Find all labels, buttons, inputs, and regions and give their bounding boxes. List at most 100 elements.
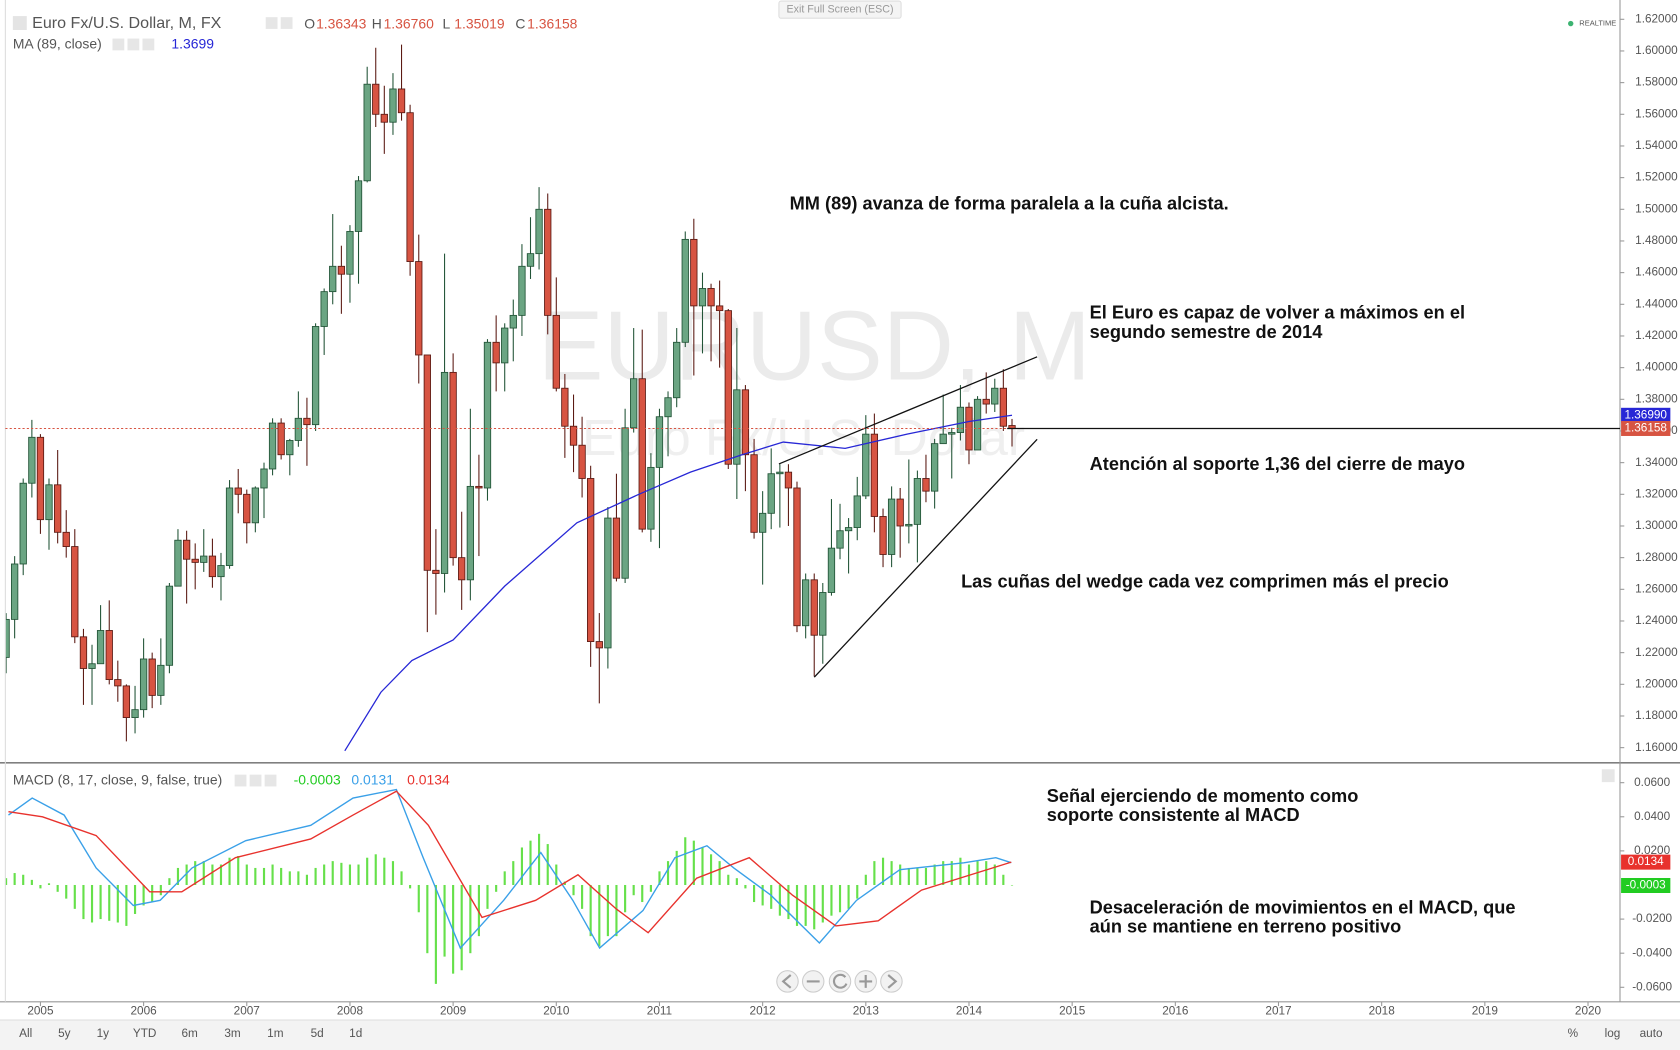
y-tick-label: 1.22000 xyxy=(1635,646,1678,659)
candle-body xyxy=(432,569,440,574)
ohlc-key: O xyxy=(304,15,315,31)
histogram-bar xyxy=(245,864,248,885)
histogram-bar xyxy=(357,864,360,885)
histogram-bar xyxy=(383,857,386,885)
candle-body xyxy=(638,378,646,530)
histogram-bar xyxy=(1010,884,1014,886)
x-tick-label: 2007 xyxy=(234,1005,260,1018)
x-tick-label: 2013 xyxy=(853,1005,880,1018)
legend-icon[interactable] xyxy=(280,17,293,29)
candle-body xyxy=(802,579,810,627)
ohlc-value: 1.35019 xyxy=(454,15,505,31)
pane-button[interactable] xyxy=(1601,769,1615,783)
candle-body xyxy=(372,83,380,115)
candle-body xyxy=(182,539,191,560)
candle-body xyxy=(784,471,793,489)
ma-legend: MA (89, close) xyxy=(13,36,102,52)
range-button[interactable]: 3m xyxy=(224,1027,241,1040)
x-tick-label: 2015 xyxy=(1059,1005,1086,1018)
candle-body xyxy=(544,208,552,316)
histogram-bar xyxy=(890,861,893,885)
histogram-bar xyxy=(374,854,377,885)
watermark: EURUSD, M xyxy=(538,291,1091,401)
candle-body xyxy=(621,427,629,579)
range-button[interactable]: All xyxy=(19,1027,32,1040)
ma-badge xyxy=(1621,407,1671,423)
candle-body xyxy=(827,547,836,593)
x-tick-label: 2011 xyxy=(647,1005,672,1018)
x-tick-label: 2006 xyxy=(131,1005,158,1018)
candle-body xyxy=(492,341,500,364)
candle-body xyxy=(483,341,492,489)
histogram-bar xyxy=(916,867,919,885)
macd-legend: MACD (8, 17, close, 9, false, true) xyxy=(13,772,222,788)
histogram-bar xyxy=(675,850,678,885)
annotation: aún se mantiene en terreno positivo xyxy=(1090,917,1402,937)
candle-body xyxy=(423,354,431,571)
range-button[interactable]: 1d xyxy=(349,1027,362,1040)
x-tick-label: 2014 xyxy=(956,1005,983,1018)
candle-body xyxy=(88,663,96,669)
candle-body xyxy=(741,389,750,456)
x-tick-label: 2017 xyxy=(1265,1005,1291,1018)
legend-icon[interactable] xyxy=(112,38,125,51)
y-tick-label: 1.58000 xyxy=(1635,76,1678,89)
candle-body xyxy=(122,685,131,719)
candle-body xyxy=(200,555,208,563)
histogram-bar xyxy=(434,884,437,984)
histogram-bar xyxy=(864,874,867,885)
scale-button[interactable]: % xyxy=(1568,1027,1579,1040)
range-button[interactable]: 1m xyxy=(267,1027,284,1040)
legend-icon[interactable] xyxy=(127,38,140,51)
candle-body xyxy=(561,387,569,427)
histogram-bar xyxy=(30,879,33,885)
range-button[interactable]: 1y xyxy=(97,1027,110,1040)
candle-body xyxy=(913,478,922,525)
range-button[interactable]: YTD xyxy=(133,1027,157,1040)
histogram-bar xyxy=(744,884,747,889)
candle-body xyxy=(475,485,483,489)
histogram-bar xyxy=(821,884,824,923)
legend-icon[interactable] xyxy=(249,774,262,787)
candle-body xyxy=(587,478,595,642)
candle-body xyxy=(819,592,827,636)
candle-body xyxy=(612,517,621,579)
annotation: Desaceleración de movimientos en el MACD… xyxy=(1090,897,1516,917)
candle-body xyxy=(673,341,681,399)
legend-icon[interactable] xyxy=(142,38,155,51)
range-button[interactable]: 5y xyxy=(58,1027,71,1040)
exit-button[interactable] xyxy=(778,0,902,19)
symbol-icon xyxy=(12,16,27,30)
candle-body xyxy=(707,288,715,307)
candle-body xyxy=(440,371,449,574)
candle-body xyxy=(79,636,88,669)
histogram-bar xyxy=(830,884,833,916)
nav-left[interactable] xyxy=(776,970,799,993)
histogram-bar xyxy=(262,867,266,885)
histogram-bar xyxy=(176,867,180,885)
range-button[interactable]: 6m xyxy=(181,1027,198,1040)
histogram-bar xyxy=(348,864,352,885)
legend-icon[interactable] xyxy=(234,774,247,787)
histogram-bar xyxy=(985,861,988,885)
candle-body xyxy=(862,433,870,497)
exit-button-label[interactable]: Exit Full Screen (ESC) xyxy=(786,3,893,15)
candle-body xyxy=(887,498,896,555)
scale-button[interactable]: auto xyxy=(1640,1027,1663,1040)
histogram-badge-label: -0.0003 xyxy=(1626,879,1666,892)
candle-body xyxy=(28,436,36,484)
signal-badge-label: 0.0134 xyxy=(1628,855,1664,868)
legend-icon[interactable] xyxy=(265,17,278,29)
histogram-bar xyxy=(185,864,188,885)
candle-body xyxy=(939,433,947,445)
range-button[interactable]: 5d xyxy=(311,1027,324,1040)
nav-right[interactable] xyxy=(880,970,903,993)
histogram-bar xyxy=(666,861,670,885)
candle-body xyxy=(174,539,182,587)
legend-icon[interactable] xyxy=(264,774,277,787)
candle-body xyxy=(311,326,320,426)
scale-button[interactable]: log xyxy=(1605,1027,1621,1040)
y-tick-label: 1.60000 xyxy=(1635,44,1678,57)
histogram-bar xyxy=(537,833,541,885)
histogram-bar xyxy=(168,878,171,885)
